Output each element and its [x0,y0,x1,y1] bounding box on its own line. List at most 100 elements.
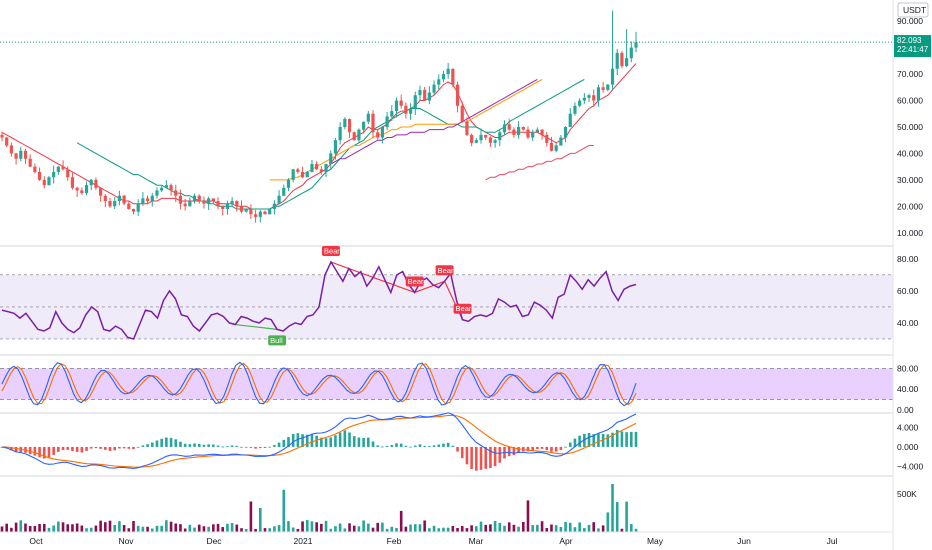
candle-body [84,185,89,194]
volume-bar [38,523,41,532]
candle-body [150,195,154,202]
macd-histogram-bar [329,437,333,447]
volume-bar [127,528,131,532]
candle-body [42,179,46,186]
volume-bar [343,528,347,532]
volume-bar [207,526,210,532]
macd-histogram-bar [212,444,215,447]
macd-histogram-bar [418,444,422,447]
macd-histogram-bar [625,432,628,447]
macd-histogram-bar [89,446,93,449]
volume-bar [437,528,441,532]
candle-body [61,166,65,170]
macd-histogram-bar [479,446,483,470]
candle-body [625,58,629,67]
candle-body [282,187,286,196]
volume-bar [202,526,206,532]
volume-bar [460,526,464,532]
volume-bar [601,525,605,532]
macd-histogram-bar [334,435,337,447]
price-pane[interactable] [0,10,893,223]
volume-bar [512,524,516,532]
macd-histogram-bar [493,446,497,467]
rsi-pane[interactable]: Bull Bear Bear Bear Bear [0,246,893,346]
candle-body [333,140,338,154]
volume-bar [334,526,337,532]
macd-histogram-bar [442,443,445,447]
volume-bar [122,525,126,532]
time-axis[interactable]: Oct Nov Dec 2021 Feb Mar Apr May Jun Jul [0,531,893,546]
volume-bar [362,520,365,532]
volume-bars [0,484,638,532]
volume-bar [559,526,563,532]
candle-body [202,201,206,204]
macd-histogram-bar [615,429,619,447]
volume-bar [19,520,23,532]
volume-pane[interactable] [0,484,638,532]
candle-body [254,214,258,217]
macd-histogram-bar [568,442,572,447]
volume-bar [249,501,253,532]
macd-histogram-bar [550,446,553,452]
macd-histogram-bar [338,432,342,447]
candle-body [155,190,159,196]
candle-body [56,166,60,172]
candle-body [437,79,441,85]
volume-bar [531,525,534,532]
macd-histogram-bar [573,438,577,447]
stoch-k-line [1,361,637,407]
candle-body [568,113,572,127]
bull-signal-box [268,335,287,346]
candle-body [610,68,615,85]
macd-histogram-bar [597,433,600,447]
candle-body [14,153,18,159]
macd-histogram-bar [160,438,163,447]
macd-pane[interactable] [0,412,638,471]
macd-histogram-bar [357,437,361,447]
macd-histogram-bar [324,438,328,447]
currency-box[interactable] [897,2,929,18]
macd-histogram-bar [14,446,18,453]
macd-tick: 0.000 [897,442,919,452]
volume-bar [24,523,27,532]
volume-bar [521,521,525,532]
volume-bar [254,528,257,532]
candle-body [230,201,234,204]
volume-bar [554,525,558,532]
macd-histogram-bar [47,446,51,458]
candle-body [479,134,483,141]
macd-histogram-bar [141,445,145,447]
price-axis[interactable]: 90.000 70.000 60.000 50.000 40.000 30.000 20.0… [892,0,932,550]
volume-bar [221,527,225,532]
candle-body [239,206,244,212]
bearish-divergence-line [414,280,445,294]
candle-body [366,113,370,122]
macd-histogram-bar [630,431,633,447]
candle-body [127,203,131,209]
candle-body [221,206,225,209]
candle-body [192,195,197,202]
candle-body [89,179,93,186]
macd-histogram-bar [146,444,149,447]
candle-body [592,95,596,101]
volume-bar [273,526,276,532]
volume-bar [132,521,135,532]
stoch-rsi-pane[interactable] [0,361,893,407]
volume-bar [216,523,220,532]
macd-histogram-bar [381,446,384,448]
time-tick: Jun [737,536,751,546]
macd-histogram-bar [268,446,271,448]
macd-histogram-bar [57,446,60,452]
macd-histogram-bar [385,445,389,447]
volume-bar [526,500,530,532]
volume-bar [104,522,107,532]
rsi-tick: 80.00 [897,254,919,264]
bear-signal-label: Bear [456,304,472,313]
volume-bar [456,527,459,532]
macd-histogram-bar [61,446,65,451]
volume-bar [61,522,65,532]
volume-bar [282,489,286,532]
candle-body [343,119,347,127]
volume-bar [399,510,403,532]
